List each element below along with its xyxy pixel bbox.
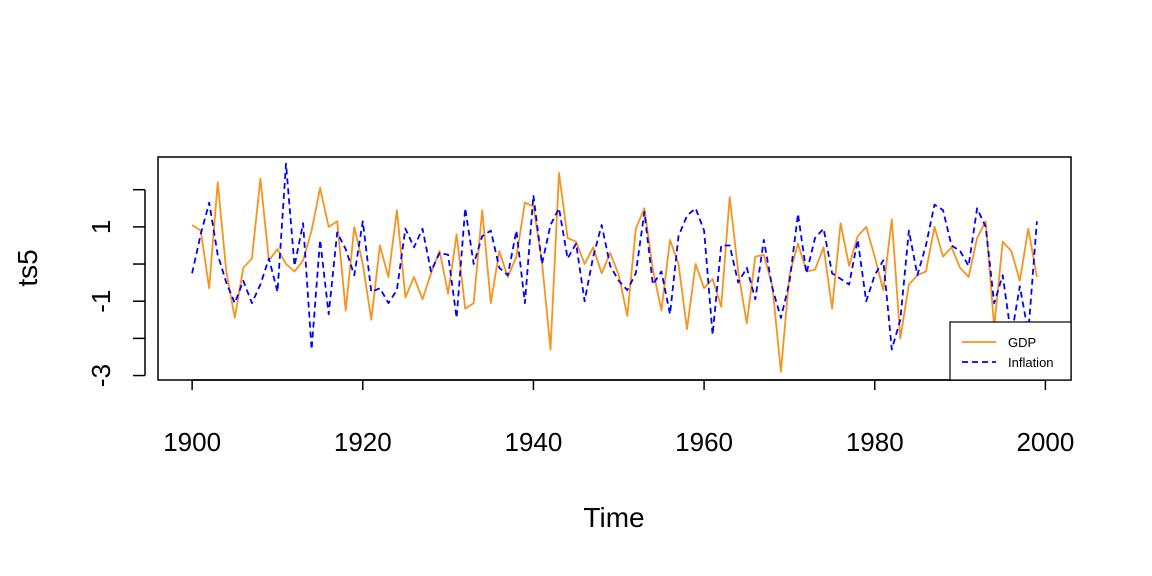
x-axis-title: Time xyxy=(583,502,644,533)
x-tick-label-1900: 1900 xyxy=(163,427,221,457)
legend: GDP Inflation xyxy=(949,321,1072,381)
y-tick-label--1: -1 xyxy=(86,290,116,313)
x-tick-label-1960: 1960 xyxy=(675,427,733,457)
y-axis: -3 -1 1 xyxy=(86,188,146,387)
y-tick-label-1: 1 xyxy=(86,220,116,234)
legend-label-gdp: GDP xyxy=(1008,335,1036,350)
y-tick-label--3: -3 xyxy=(86,364,116,387)
x-tick-label-1920: 1920 xyxy=(334,427,392,457)
y-axis-title: ts5 xyxy=(12,249,43,286)
series-layer xyxy=(191,162,1038,373)
legend-label-inflation: Inflation xyxy=(1008,355,1054,370)
x-tick-label-1980: 1980 xyxy=(846,427,904,457)
x-axis: 1900 1920 1940 1960 1980 2000 xyxy=(163,379,1074,457)
series-line-inflation xyxy=(191,162,1038,351)
legend-box xyxy=(949,321,1072,381)
plot-frame xyxy=(157,156,1072,381)
x-tick-label-2000: 2000 xyxy=(1016,427,1074,457)
series-line-gdp xyxy=(191,172,1038,373)
x-tick-label-1940: 1940 xyxy=(505,427,563,457)
